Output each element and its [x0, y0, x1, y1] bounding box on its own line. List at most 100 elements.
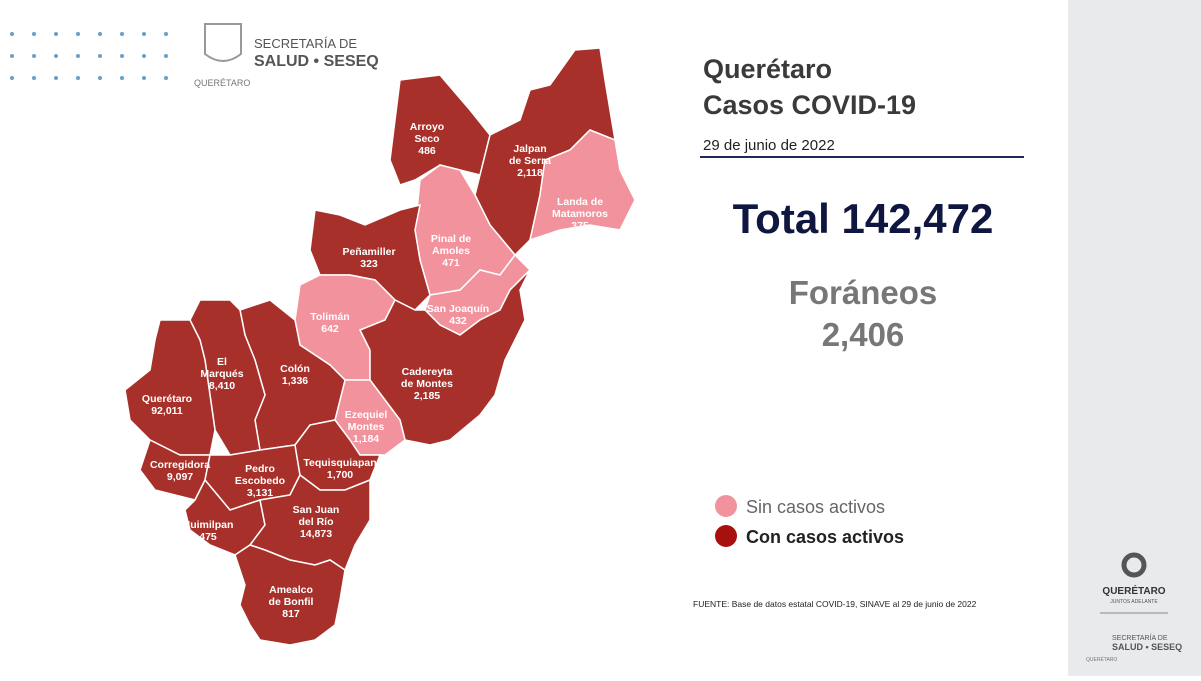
case-count: 475	[199, 531, 217, 543]
municipality-name: Peñamiller	[342, 246, 395, 258]
dot	[98, 54, 102, 58]
municipality-name: Pinal de	[431, 233, 471, 245]
municipality-name: del Río	[298, 516, 333, 528]
municipality-name: Cadereyta	[402, 366, 453, 378]
municipality-name: Querétaro	[142, 393, 192, 405]
dot	[54, 54, 58, 58]
case-count: 2,185	[414, 390, 440, 402]
dot	[10, 76, 14, 80]
dot	[120, 54, 124, 58]
municipality	[528, 129, 636, 242]
case-count: 1,336	[282, 375, 308, 387]
municipality-name: Tequisquiapan	[303, 457, 376, 469]
municipality-name: de Montes	[401, 378, 453, 390]
municipality-name: de Serra	[509, 155, 551, 167]
case-count: 9,097	[167, 471, 193, 483]
foraneos-label: Foráneos	[789, 274, 938, 311]
dot	[76, 32, 80, 36]
municipality-name: Amoles	[432, 245, 470, 257]
municipality-name: Escobedo	[235, 475, 285, 487]
municipality-name: Landa de	[557, 196, 603, 208]
dot	[120, 32, 124, 36]
municipality-name: Jalpan	[513, 143, 546, 155]
dot	[142, 76, 146, 80]
case-count: 817	[282, 608, 300, 620]
case-count: 2,118	[517, 167, 543, 179]
case-count: 1,184	[353, 433, 379, 445]
title: Casos COVID-19	[703, 90, 916, 120]
dot	[54, 76, 58, 80]
municipality-name: Marqués	[200, 368, 243, 380]
case-count: 642	[321, 323, 339, 335]
case-count: 3,131	[247, 487, 273, 499]
case-count: 14,873	[300, 528, 332, 540]
dot	[164, 76, 168, 80]
case-count: 471	[442, 257, 460, 269]
legend-label: Con casos activos	[746, 527, 904, 547]
dot	[76, 54, 80, 58]
municipality-name: Matamoros	[552, 208, 608, 220]
case-count: 375	[571, 220, 589, 232]
dot	[32, 32, 36, 36]
municipality-name: Arroyo	[410, 121, 444, 133]
dot	[32, 54, 36, 58]
title: Querétaro	[703, 54, 832, 84]
dot	[120, 76, 124, 80]
side-text: QUERÉTARO	[1086, 656, 1117, 663]
dot	[142, 54, 146, 58]
municipality	[234, 544, 346, 646]
municipality-name: Colón	[280, 363, 310, 375]
dot	[76, 76, 80, 80]
dot	[10, 32, 14, 36]
case-count: 486	[418, 145, 436, 157]
side-logos: QUERÉTARO JUNTOS ADELANTE SECRETARÍA DE …	[1086, 552, 1182, 663]
motto: JUNTOS ADELANTE	[1110, 599, 1158, 605]
logo-text: SALUD • SESEQ	[254, 53, 379, 70]
case-count: 432	[449, 315, 467, 327]
brand-icon	[1121, 552, 1147, 578]
municipality-name: Pedro	[245, 463, 275, 475]
municipality-name: Seco	[414, 133, 439, 145]
municipality	[358, 269, 531, 446]
foraneos-value: 2,406	[822, 316, 905, 353]
brand: QUERÉTARO	[1102, 584, 1165, 597]
municipality-name: Huimilpan	[183, 519, 234, 531]
logo-text: SECRETARÍA DE	[254, 36, 357, 51]
date: 29 de junio de 2022	[703, 137, 835, 154]
case-count: 8,410	[209, 380, 235, 392]
side-panel	[1068, 0, 1201, 676]
dot	[98, 32, 102, 36]
side-text: SECRETARÍA DE	[1112, 633, 1168, 642]
decor-dots	[10, 32, 168, 80]
dot	[142, 32, 146, 36]
logo-text: QUERÉTARO	[194, 78, 250, 88]
total: Total 142,472	[733, 195, 994, 242]
municipality-name: Ezequiel	[345, 409, 388, 421]
legend-swatch	[715, 525, 737, 547]
municipality-name: Montes	[348, 421, 385, 433]
dot	[98, 76, 102, 80]
municipality-name: de Bonfil	[269, 596, 314, 608]
regions	[124, 47, 636, 646]
side-text: SALUD • SESEQ	[1112, 642, 1182, 652]
municipality-name: El	[217, 356, 227, 368]
dot	[164, 32, 168, 36]
legend-swatch	[715, 495, 737, 517]
dot	[32, 76, 36, 80]
logo: SECRETARÍA DE SALUD • SESEQ QUERÉTARO	[194, 23, 379, 88]
municipality-name: Corregidora	[150, 459, 210, 471]
case-count: 323	[360, 258, 378, 270]
source: FUENTE: Base de datos estatal COVID-19, …	[693, 599, 977, 609]
case-count: 92,011	[151, 405, 183, 417]
municipality-name: San Joaquín	[427, 303, 489, 315]
municipality-name: Amealco	[269, 584, 313, 596]
dot	[54, 32, 58, 36]
dot	[164, 54, 168, 58]
municipality-name: San Juan	[293, 504, 340, 516]
dot	[10, 54, 14, 58]
logo-shield	[204, 23, 242, 62]
legend-label: Sin casos activos	[746, 497, 885, 517]
